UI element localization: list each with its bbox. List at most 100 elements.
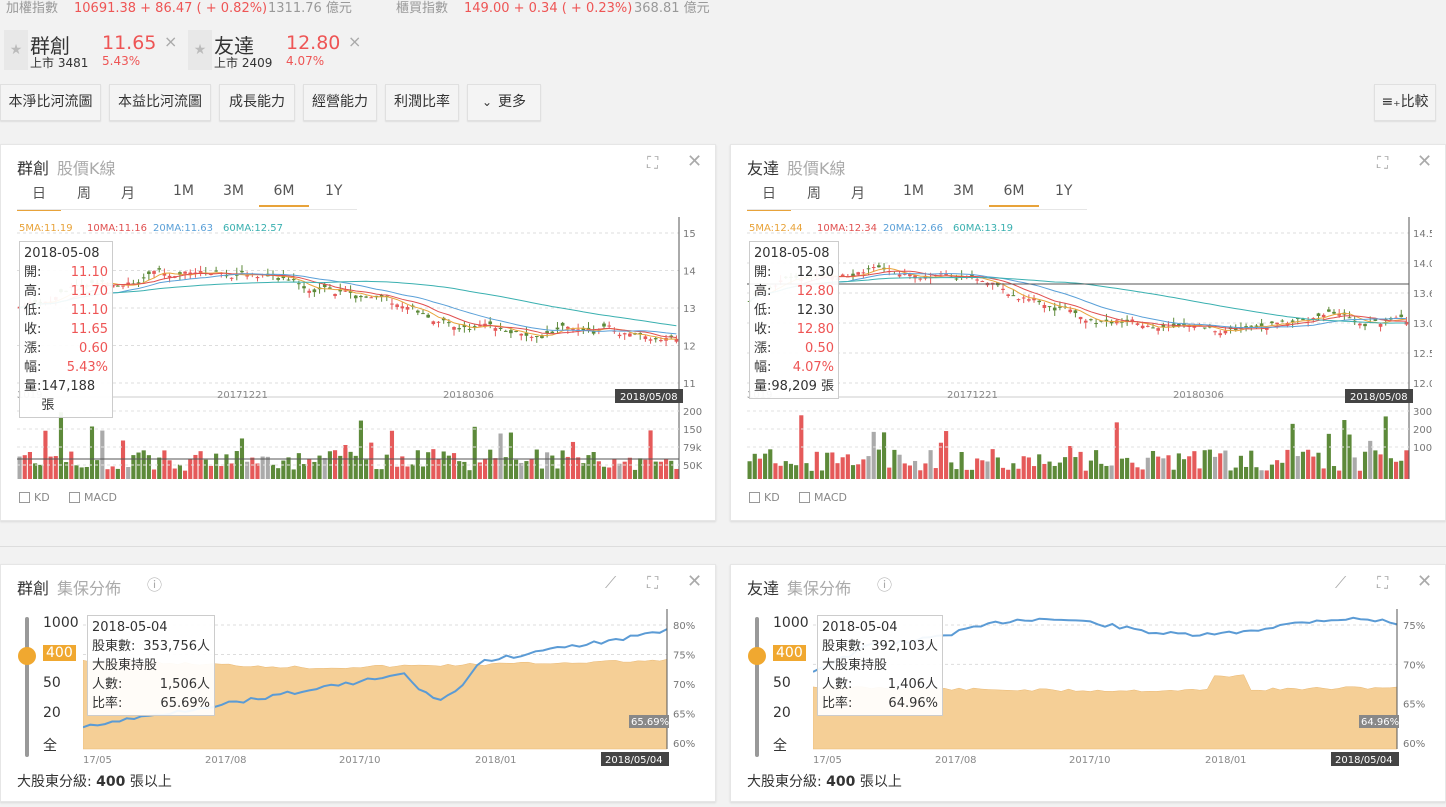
tab-week[interactable]: 周 [77,186,91,202]
volume-bar [245,461,250,479]
tab-6m[interactable]: 6M [259,183,309,207]
slider-knob[interactable] [18,647,36,665]
holders-value: 392,103人 [871,639,938,654]
slider-track[interactable] [25,617,29,757]
candle-body [1151,327,1155,329]
change-label: 漲: [754,341,772,356]
close-icon[interactable]: ✕ [687,571,703,592]
macd-checkbox[interactable]: MACD [799,491,847,504]
info-icon[interactable]: ⓘ [147,576,163,594]
volume-bar [353,455,358,479]
level-all[interactable]: 全 [773,738,787,754]
pe-river-button[interactable]: 本益比河流圖 [109,84,211,121]
candle-body [1259,323,1264,327]
slider-knob[interactable] [748,647,766,665]
close-icon[interactable]: × [348,32,362,51]
line-chart-icon[interactable]: ⟋ [1335,573,1347,592]
level-20[interactable]: 20 [773,705,791,721]
volume-bar [1295,456,1300,479]
taiex-volume: 1311.76 億元 [268,1,352,16]
kd-checkbox[interactable]: KD [749,491,780,504]
level-50[interactable]: 50 [43,675,61,691]
tab-6m[interactable]: 6M [989,183,1039,207]
level-400[interactable]: 400 [43,645,76,661]
slider-track[interactable] [755,617,759,757]
tab-month[interactable]: 月 [851,186,865,202]
volume-bar [907,465,912,479]
candle-body [431,321,436,325]
expand-icon[interactable]: ⛶ [647,153,659,172]
candle-body [1001,288,1005,291]
volume-bar [374,469,379,479]
level-1000[interactable]: 1000 [773,615,809,631]
close-icon[interactable]: ✕ [1417,571,1433,592]
volume-bar [157,457,162,479]
volume-bar [100,430,105,479]
candle-body [524,332,529,336]
volume-bar [1337,470,1342,479]
end-date-label: 2018/05/08 [1350,392,1408,403]
volume-bar [183,470,188,479]
tab-3m[interactable]: 3M [223,183,244,199]
candle-body [333,293,337,297]
kline-chart[interactable]: 15 14 13 12 11 5MA:11.19 10MA:11.16 20MA:11.63 6… [17,217,702,479]
growth-button[interactable]: 成長能力 [219,84,295,121]
level-all[interactable]: 全 [43,738,57,754]
close-icon[interactable]: × [164,32,178,51]
candle-body [581,327,586,331]
candle-body [141,277,146,279]
candle-body [1275,322,1279,325]
candle-body [622,333,627,335]
expand-icon[interactable]: ⛶ [1377,573,1389,592]
star-icon[interactable]: ★ [4,30,28,70]
stock-chip-1[interactable]: ★ 群創 上市 3481 11.65 5.43% × [4,30,184,72]
tab-1y[interactable]: 1Y [325,183,343,199]
volume-bar [576,457,581,479]
line-chart-icon[interactable]: ⟋ [605,573,617,592]
level-20[interactable]: 20 [43,705,61,721]
ma-legend-ma60: 60MA:12.57 [223,223,283,234]
volume-bar [219,466,224,479]
holder-level-slider[interactable]: 1000 400 50 20 全 [17,613,87,763]
macd-checkbox[interactable]: MACD [69,491,117,504]
tab-1y[interactable]: 1Y [1055,183,1073,199]
more-button[interactable]: ⌄ 更多 [467,84,541,121]
kd-checkbox[interactable]: KD [19,491,50,504]
level-400[interactable]: 400 [773,645,806,661]
volume-label: 量: [24,379,42,394]
close-icon[interactable]: ✕ [687,151,703,172]
profit-ratio-button[interactable]: 利潤比率 [385,84,459,121]
change-label: 漲: [24,341,42,356]
info-icon[interactable]: ⓘ [877,576,893,594]
tab-1m[interactable]: 1M [903,183,924,199]
volume-bar [627,457,632,479]
volume-bar [555,468,560,479]
tab-day[interactable]: 日 [17,183,61,211]
tab-month[interactable]: 月 [121,186,135,202]
candle-body [514,331,518,333]
stock-chip-2[interactable]: ★ 友達 上市 2409 12.80 4.07% × [188,30,368,72]
close-icon[interactable]: ✕ [1417,151,1433,172]
tab-1m[interactable]: 1M [173,183,194,199]
tab-3m[interactable]: 3M [953,183,974,199]
compare-button[interactable]: ≡₊比較 [1374,84,1436,121]
level-50[interactable]: 50 [773,675,791,691]
star-icon[interactable]: ★ [188,30,212,70]
pb-river-button[interactable]: 本淨比河流圖 [0,84,101,121]
volume-tick: 79k [683,443,702,454]
volume-bar [229,463,234,479]
expand-icon[interactable]: ⛶ [647,573,659,592]
volume-bar [1207,449,1212,479]
candle-body [307,290,312,293]
tab-day[interactable]: 日 [747,183,791,211]
candle-body [348,291,353,293]
kline-chart[interactable]: 14.5 14.0 13.6 13.0 12.5 12.0 5MA:12.44 10MA:12… [747,217,1432,479]
tab-week[interactable]: 周 [807,186,821,202]
candle-body [302,286,306,289]
candle-body [1161,324,1166,328]
expand-icon[interactable]: ⛶ [1377,153,1389,172]
operation-button[interactable]: 經營能力 [303,84,377,121]
level-1000[interactable]: 1000 [43,615,79,631]
holder-level-slider[interactable]: 1000 400 50 20 全 [747,613,817,763]
